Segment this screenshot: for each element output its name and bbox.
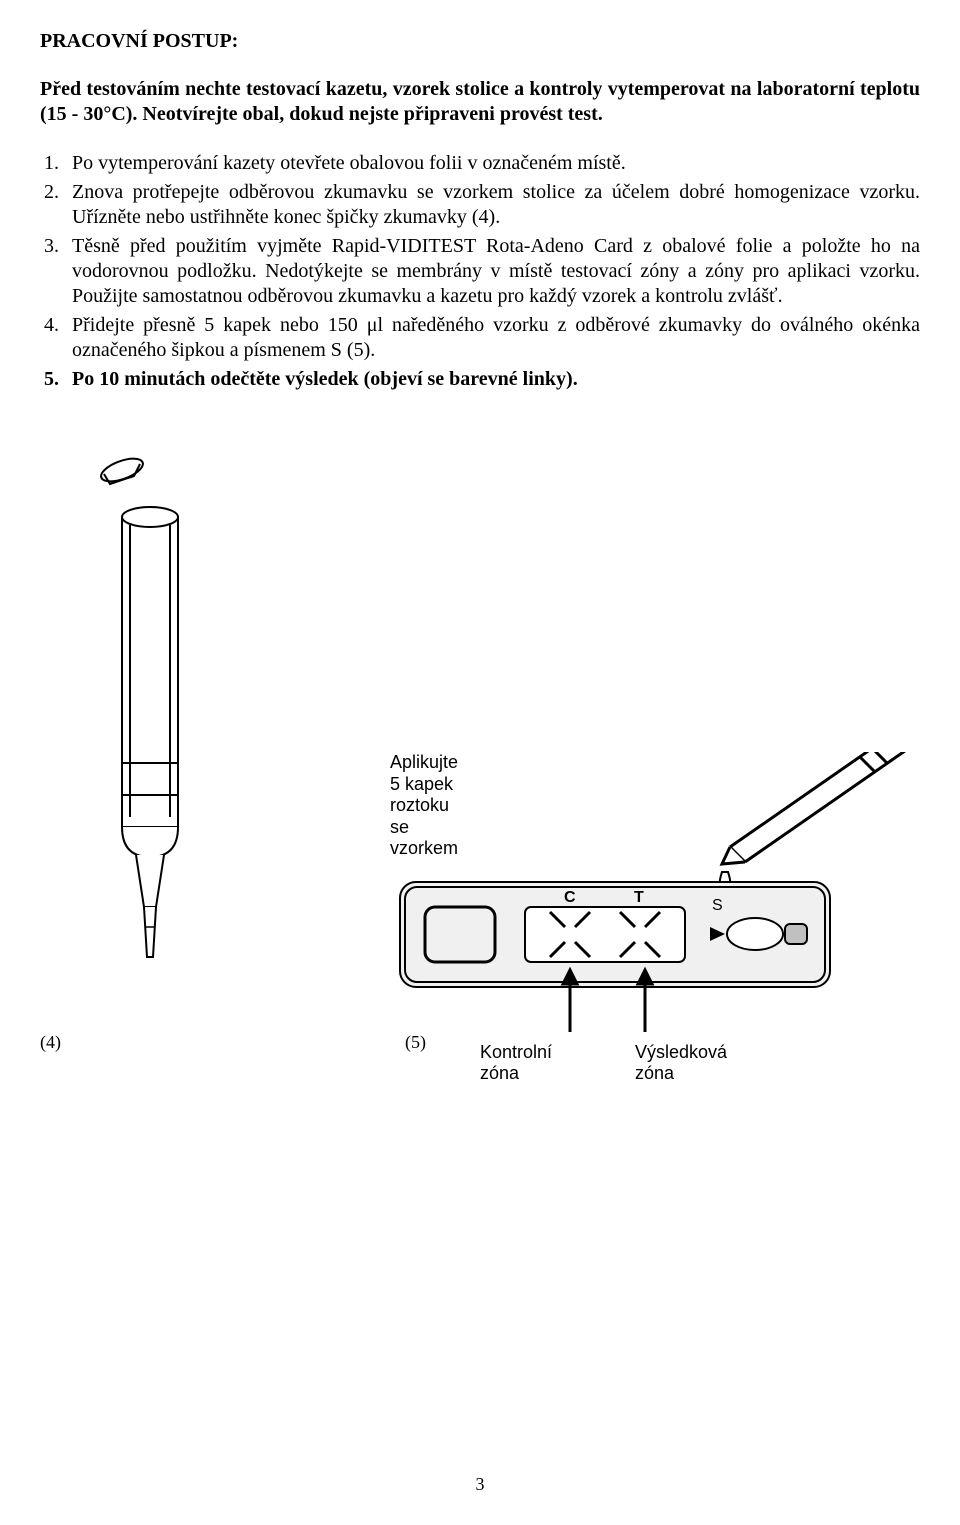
result-zone-label: Výsledková zóna [635, 1042, 727, 1084]
step-3: Těsně před použitím vyjměte Rapid-VIDITE… [64, 234, 920, 309]
step-ref-4: (4) [40, 1032, 61, 1053]
step-4: Přidejte přesně 5 kapek nebo 150 μl naře… [64, 313, 920, 363]
s-label: S [712, 897, 723, 914]
diagram: Aplikujte 5 kapek roztoku se vzorkem [40, 452, 920, 1172]
c-label: C [564, 889, 576, 906]
intro-paragraph: Před testováním nechte testovací kazetu,… [40, 77, 920, 127]
control-zone-label: Kontrolní zóna [480, 1042, 552, 1084]
steps-list: Po vytemperování kazety otevřete obalovo… [40, 151, 920, 392]
page-number: 3 [0, 1474, 960, 1495]
heading: PRACOVNÍ POSTUP: [40, 30, 920, 53]
step-1: Po vytemperování kazety otevřete obalovo… [64, 151, 920, 176]
step-ref-5: (5) [405, 1032, 426, 1053]
t-label: T [634, 889, 644, 906]
step-5: Po 10 minutách odečtěte výsledek (objeví… [64, 367, 920, 392]
step-2: Znova protřepejte odběrovou zkumavku se … [64, 180, 920, 230]
tube-illustration [70, 452, 250, 987]
